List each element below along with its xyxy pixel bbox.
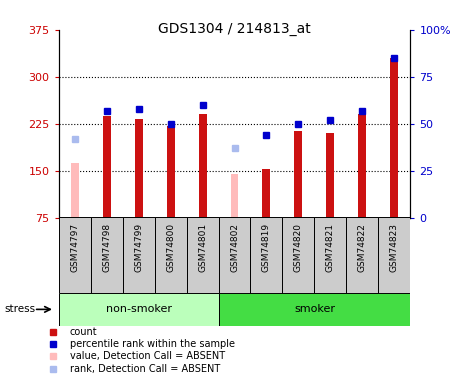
Bar xyxy=(155,217,187,292)
Bar xyxy=(103,116,111,218)
Text: GDS1304 / 214813_at: GDS1304 / 214813_at xyxy=(158,22,311,36)
Text: GSM74821: GSM74821 xyxy=(326,223,335,272)
Text: smoker: smoker xyxy=(294,304,335,314)
Bar xyxy=(378,217,410,292)
Bar xyxy=(59,217,91,292)
Bar xyxy=(230,174,239,217)
Bar xyxy=(59,292,219,326)
Text: GSM74797: GSM74797 xyxy=(70,223,79,272)
Bar xyxy=(326,133,334,218)
Bar xyxy=(263,170,271,217)
Bar xyxy=(91,217,122,292)
Bar xyxy=(198,114,206,218)
Text: GSM74802: GSM74802 xyxy=(230,223,239,272)
Bar xyxy=(219,217,250,292)
Bar xyxy=(358,114,366,218)
Bar xyxy=(187,217,219,292)
Bar xyxy=(250,217,282,292)
Bar xyxy=(282,217,314,292)
Text: GSM74798: GSM74798 xyxy=(102,223,111,272)
Text: GSM74799: GSM74799 xyxy=(134,223,143,272)
Bar xyxy=(166,126,174,218)
Bar xyxy=(219,292,410,326)
Text: GSM74819: GSM74819 xyxy=(262,223,271,272)
Bar xyxy=(347,217,378,292)
Bar xyxy=(71,162,79,218)
Text: GSM74800: GSM74800 xyxy=(166,223,175,272)
Bar xyxy=(314,217,347,292)
Text: non-smoker: non-smoker xyxy=(106,304,172,314)
Bar xyxy=(135,119,143,218)
Text: rank, Detection Call = ABSENT: rank, Detection Call = ABSENT xyxy=(70,364,220,374)
Text: GSM74822: GSM74822 xyxy=(358,223,367,272)
Bar xyxy=(295,131,303,218)
Text: count: count xyxy=(70,327,98,337)
Bar xyxy=(390,58,398,217)
Text: GSM74801: GSM74801 xyxy=(198,223,207,272)
Text: stress: stress xyxy=(5,304,36,314)
Text: GSM74820: GSM74820 xyxy=(294,223,303,272)
Text: GSM74823: GSM74823 xyxy=(390,223,399,272)
Bar xyxy=(122,217,155,292)
Text: value, Detection Call = ABSENT: value, Detection Call = ABSENT xyxy=(70,351,225,361)
Text: percentile rank within the sample: percentile rank within the sample xyxy=(70,339,235,349)
